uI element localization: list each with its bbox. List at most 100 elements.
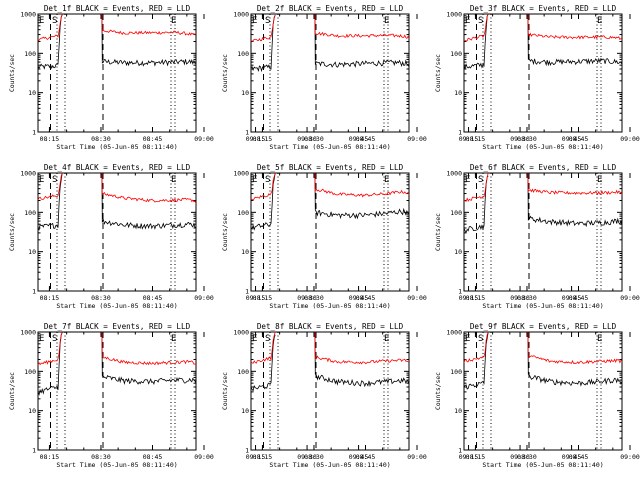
x-tick-label: 09:30 [297, 294, 317, 302]
series-lld-line [527, 13, 623, 41]
x-tick-label: 08:30 [304, 135, 324, 143]
y-tick-label: 1 [32, 447, 36, 455]
x-tick-label: 08:30 [517, 135, 537, 143]
event-marker-s: S [265, 16, 270, 26]
event-marker-e: E [39, 175, 44, 185]
x-tick-label: 09:15 [459, 135, 479, 143]
event-marker-e: E [384, 175, 389, 185]
y-tick-label: 10 [454, 248, 462, 256]
panel-title: Det_9f BLACK = Events, RED = LLD [470, 322, 617, 331]
event-marker-s: S [265, 175, 270, 185]
x-tick-label: 08:45 [356, 135, 376, 143]
series-lld-line [527, 331, 623, 365]
y-tick-label: 1 [245, 447, 249, 455]
series-events-line [314, 13, 410, 68]
panel-title: Det_7f BLACK = Events, RED = LLD [44, 322, 191, 331]
x-tick-label: 09:45 [349, 135, 369, 143]
panel-title: Det_8f BLACK = Events, RED = LLD [257, 322, 404, 331]
plot-frame [463, 13, 623, 133]
y-tick-label: 10 [241, 248, 249, 256]
y-tick-label: 1000 [20, 170, 36, 178]
panel-title: Det_6f BLACK = Events, RED = LLD [470, 163, 617, 172]
x-tick-label: 08:30 [304, 453, 324, 461]
x-tick-label: 08:30 [304, 294, 324, 302]
x-axis-label: Start Time (05-Jun-05 08:11:40) [482, 302, 603, 310]
y-tick-label: 1000 [233, 329, 249, 337]
x-tick-label: 09:30 [510, 294, 530, 302]
y-tick-label: 100 [24, 368, 36, 376]
x-axis-label: Start Time (05-Jun-05 08:11:40) [269, 143, 390, 151]
y-tick-label: 100 [450, 50, 462, 58]
y-tick-label: 100 [450, 209, 462, 217]
x-tick-label: 08:15 [253, 453, 273, 461]
y-axis-label: Counts/sec [9, 213, 16, 251]
y-axis-label: Counts/sec [9, 372, 16, 410]
x-tick-label: 08:30 [517, 453, 537, 461]
series-events-line [527, 13, 623, 67]
x-tick-label: 08:15 [466, 453, 486, 461]
x-tick-label: 08:15 [40, 453, 60, 461]
x-tick-label: 08:15 [466, 135, 486, 143]
x-tick-label: 09:30 [297, 453, 317, 461]
y-tick-label: 10 [454, 407, 462, 415]
plot-frame [463, 172, 623, 292]
x-axis-label: Start Time (05-Jun-05 08:11:40) [56, 302, 177, 310]
x-tick-label: 08:15 [253, 294, 273, 302]
x-tick-label: 09:45 [562, 135, 582, 143]
series-events-line [527, 172, 623, 228]
y-tick-label: 1000 [446, 170, 462, 178]
series-lld-line [463, 331, 489, 363]
x-tick-label: 09:00 [407, 135, 427, 143]
event-marker-e: E [465, 16, 470, 26]
series-events-line [463, 175, 489, 234]
y-tick-label: 1 [458, 129, 462, 137]
series-lld-line [463, 172, 489, 203]
series-lld-line [463, 13, 489, 42]
series-lld-line [250, 331, 276, 364]
x-tick-label: 09:45 [562, 453, 582, 461]
event-marker-s: S [52, 175, 57, 185]
x-axis-label: Start Time (05-Jun-05 08:11:40) [482, 143, 603, 151]
event-marker-e: E [171, 16, 176, 26]
y-tick-label: 10 [454, 89, 462, 97]
series-events-line [250, 334, 276, 392]
y-tick-label: 1000 [233, 170, 249, 178]
plot-frame [37, 172, 197, 292]
event-marker-e: E [465, 175, 470, 185]
y-tick-label: 100 [450, 368, 462, 376]
panel-title: Det_3f BLACK = Events, RED = LLD [470, 4, 617, 13]
x-tick-label: 08:45 [143, 453, 163, 461]
x-tick-label: 09:00 [407, 294, 427, 302]
detector-panel-9: Det_9f BLACK = Events, RED = LLD 1 10 100 10… [435, 322, 640, 469]
x-tick-label: 09:00 [620, 294, 640, 302]
y-axis-label: Counts/sec [435, 372, 442, 410]
x-tick-label: 09:00 [194, 135, 214, 143]
y-tick-label: 100 [237, 50, 249, 58]
series-lld-line [37, 332, 63, 366]
x-tick-label: 08:45 [356, 453, 376, 461]
x-tick-label: 09:15 [459, 294, 479, 302]
y-tick-label: 10 [28, 89, 36, 97]
series-events-line [314, 331, 410, 388]
y-tick-label: 1000 [446, 11, 462, 19]
event-marker-e: E [597, 334, 602, 344]
x-tick-label: 08:30 [91, 453, 111, 461]
detector-panel-8: Det_8f BLACK = Events, RED = LLD 1 10 100 10… [222, 322, 581, 469]
detector-panel-6: Det_6f BLACK = Events, RED = LLD 1 10 100 10… [435, 163, 640, 310]
y-tick-label: 10 [28, 248, 36, 256]
x-tick-label: 08:15 [253, 135, 273, 143]
event-marker-e: E [597, 16, 602, 26]
x-tick-label: 09:30 [510, 135, 530, 143]
series-events-line [463, 13, 489, 71]
y-axis-label: Counts/sec [222, 54, 229, 92]
series-events-line [101, 13, 197, 67]
y-tick-label: 1000 [446, 329, 462, 337]
x-tick-label: 09:45 [349, 294, 369, 302]
series-events-line [37, 331, 63, 396]
plot-frame [37, 13, 197, 133]
series-lld-line [101, 172, 197, 204]
x-tick-label: 08:45 [569, 453, 589, 461]
x-tick-label: 09:00 [194, 453, 214, 461]
y-tick-label: 1 [32, 288, 36, 296]
